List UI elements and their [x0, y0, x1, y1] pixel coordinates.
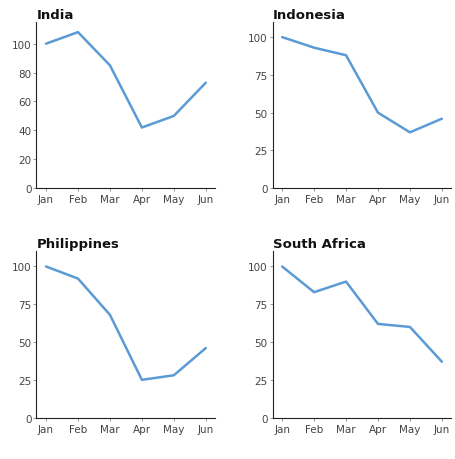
Text: India: India [36, 9, 74, 22]
Text: Indonesia: Indonesia [272, 9, 345, 22]
Text: Philippines: Philippines [36, 238, 119, 251]
Text: South Africa: South Africa [272, 238, 364, 251]
